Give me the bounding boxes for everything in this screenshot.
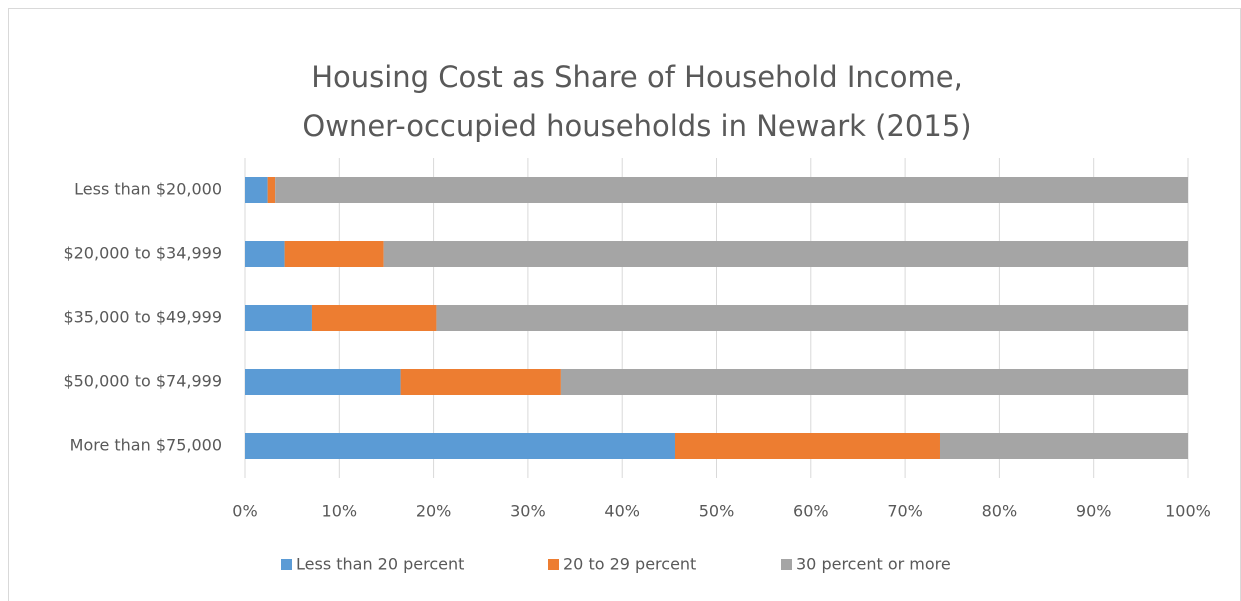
bar-segment — [245, 241, 285, 267]
x-tick-label: 10% — [322, 502, 358, 521]
bar-segment — [245, 369, 401, 395]
bar-segment — [383, 241, 1189, 267]
x-tick-label: 100% — [1165, 502, 1211, 521]
legend-swatch — [548, 559, 559, 570]
bar-segment — [245, 177, 268, 203]
bar-segment — [245, 305, 312, 331]
x-tick-label: 80% — [982, 502, 1018, 521]
bar-segment — [245, 433, 676, 459]
x-tick-label: 40% — [604, 502, 640, 521]
chart-title: Owner-occupied households in Newark (201… — [302, 109, 971, 143]
legend-label: 20 to 29 percent — [563, 555, 696, 574]
bar-segment — [311, 305, 437, 331]
bar-segment — [267, 177, 276, 203]
x-tick-label: 50% — [699, 502, 735, 521]
legend-label: Less than 20 percent — [296, 555, 464, 574]
legend-swatch — [281, 559, 292, 570]
x-tick-label: 20% — [416, 502, 452, 521]
y-tick-label: $35,000 to $49,999 — [63, 308, 222, 327]
bar-segment — [675, 433, 940, 459]
x-tick-label: 70% — [887, 502, 923, 521]
legend-label: 30 percent or more — [796, 555, 951, 574]
x-tick-label: 90% — [1076, 502, 1112, 521]
x-tick-label: 60% — [793, 502, 829, 521]
legend-swatch — [781, 559, 792, 570]
x-tick-label: 30% — [510, 502, 546, 521]
chart-border — [8, 8, 1241, 601]
bar-segment — [284, 241, 384, 267]
bar-segment — [436, 305, 1189, 331]
chart-title: Housing Cost as Share of Household Incom… — [311, 60, 963, 94]
y-tick-label: More than $75,000 — [70, 436, 222, 455]
bar-segment — [400, 369, 561, 395]
bar-segment — [275, 177, 1188, 203]
y-tick-label: Less than $20,000 — [74, 180, 222, 199]
y-tick-label: $20,000 to $34,999 — [63, 244, 222, 263]
y-tick-label: $50,000 to $74,999 — [63, 372, 222, 391]
x-tick-label: 0% — [232, 502, 257, 521]
bar-segment — [939, 433, 1188, 459]
bar-segment — [560, 369, 1188, 395]
